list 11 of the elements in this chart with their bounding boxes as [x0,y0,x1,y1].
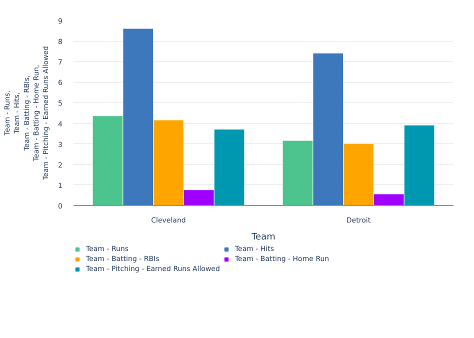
bar [92,116,123,206]
bar [154,120,184,206]
bar [214,129,244,206]
bar [404,125,434,206]
bar [313,53,343,206]
bar [374,194,404,206]
bar [282,140,313,206]
bar [184,190,214,206]
x-axis-title: Team [250,232,276,242]
bar [344,144,374,206]
bar [123,28,153,206]
